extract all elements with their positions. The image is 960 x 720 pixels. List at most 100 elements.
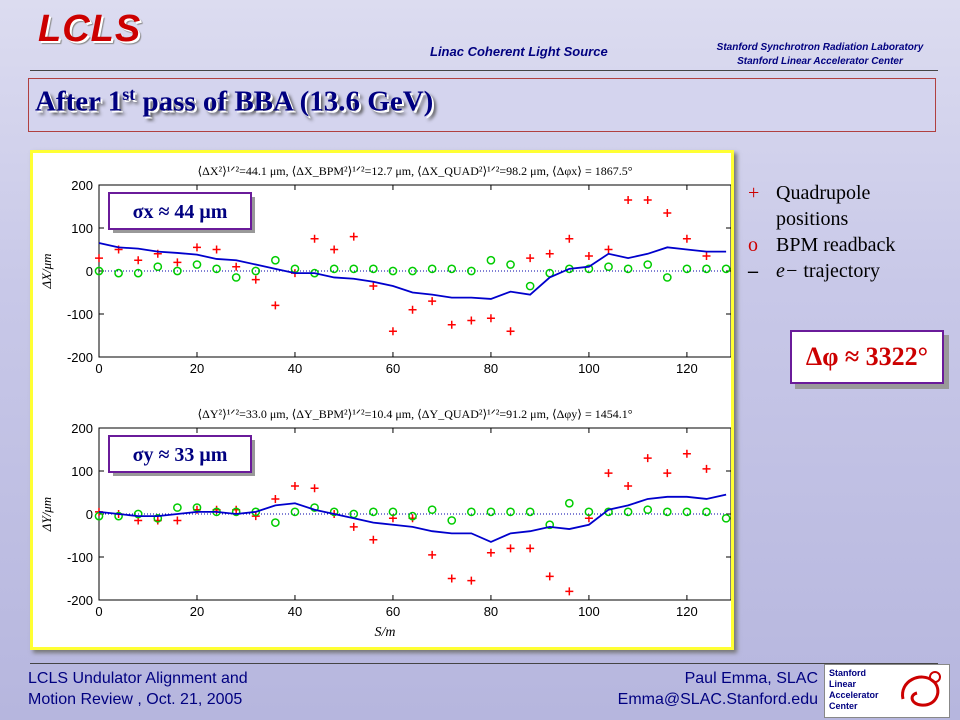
- plot-2-sigma-badge: σy ≈ 33 μm: [133, 444, 228, 466]
- plot-1-quad-point: [486, 314, 495, 323]
- plot-1-bpm-point: [584, 264, 594, 274]
- plot-1-bpm-point: [369, 264, 378, 274]
- plot-2-quad-point: [624, 482, 633, 491]
- lcls-logo: LCLS: [38, 8, 142, 50]
- footer-author-email[interactable]: Emma@SLAC.Stanford.edu: [617, 691, 818, 708]
- plot-1-bpm-point: [623, 264, 633, 274]
- plot-2-quad-point: [486, 548, 495, 557]
- plot-2-bpm-point: [271, 518, 280, 527]
- title-main: After 1: [35, 85, 123, 118]
- plot-2-quad-point: [702, 464, 711, 473]
- plot-1-ylabel: ΔX/μm: [39, 253, 54, 289]
- plot-2-trajectory-line: [98, 493, 727, 543]
- legend-traj-e: e−: [776, 260, 799, 282]
- slac-logo-line-4: Center: [829, 701, 858, 711]
- plot-1-ytick-label: 0: [86, 264, 93, 279]
- plot-2-quad-point: [428, 550, 437, 559]
- plot-1-bpm-point: [702, 264, 711, 274]
- footer-author: Paul Emma, SLAC Emma@SLAC.Stanford.edu: [560, 668, 818, 710]
- plot-2-xtick-label: 20: [190, 604, 204, 619]
- plot-2-bpm-point: [506, 507, 515, 517]
- plot-1-bpm-point: [486, 255, 496, 265]
- plot-2-xtick-label: 100: [578, 604, 600, 619]
- plot-1-sigma-badge: σx ≈ 44 μm: [133, 201, 228, 223]
- plot-2-bpm-point: [466, 507, 476, 517]
- legend-quad-label-2: positions: [776, 208, 849, 230]
- plot-1-quad-point: [702, 251, 711, 260]
- legend-quad-2: positions: [748, 206, 895, 232]
- plot-2-bpm-point: [310, 503, 319, 512]
- plot-2-bpm-point: [584, 507, 594, 517]
- plot-1-quad-point: [134, 256, 143, 265]
- header-subtitle: Linac Coherent Light Source: [430, 44, 608, 59]
- plot-1-ytick-label: -100: [67, 307, 93, 322]
- footer-event: LCLS Undulator Alignment and Motion Revi…: [28, 668, 248, 710]
- plot-1-quad-point: [251, 275, 260, 284]
- title-rest: pass of BBA (13.6 GeV): [135, 85, 434, 118]
- plot-2-bpm-point: [682, 507, 692, 517]
- plot-2-quad-point: [604, 469, 613, 478]
- plot-2-xtick-label: 0: [95, 604, 102, 619]
- plot-1-bpm-point: [643, 260, 653, 269]
- footer-divider: [30, 663, 938, 664]
- plot-2-bpm-point: [702, 507, 711, 517]
- plot-2-bpm-point: [369, 507, 378, 517]
- slac-logo-line-3: Accelerator: [829, 690, 879, 700]
- plot-2-bpm-point: [153, 513, 163, 523]
- plot-2-quad-point: [447, 574, 456, 583]
- plot-2-bpm-point: [662, 507, 672, 517]
- plot-1-bpm-point: [231, 273, 241, 282]
- plot-2-bpm-point: [545, 520, 555, 530]
- plot-1-bpm-point: [271, 255, 280, 265]
- plot-2-bpm-point: [408, 511, 417, 521]
- plot-1-quad-point: [467, 316, 476, 325]
- plot-1-quad-point: [428, 297, 437, 306]
- plot-2-bpm-point: [173, 503, 182, 512]
- plot-1-quad-point: [545, 249, 554, 258]
- plot-1-quad-point: [604, 245, 613, 254]
- plot-1-quad-point: [526, 254, 535, 263]
- plot-1-badge-box: [108, 192, 252, 230]
- plot-1-bpm-point: [94, 266, 104, 276]
- plot-2-header: ⟨ΔY²⟩¹ᐟ²=33.0 μm, ⟨ΔY_BPM²⟩¹ᐟ²=10.4 μm, …: [197, 407, 632, 421]
- plot-2-ytick-label: 200: [71, 421, 93, 436]
- plot-1-header: ⟨ΔX²⟩¹ᐟ²=44.1 μm, ⟨ΔX_BPM²⟩¹ᐟ²=12.7 μm, …: [197, 164, 632, 178]
- plot-2-quad-point: [506, 544, 515, 553]
- plot-1-quad-point: [192, 243, 201, 252]
- plot-2-badge-box: [108, 435, 252, 473]
- plot-1-quad-point: [643, 196, 652, 205]
- figure-panel: 0 20 40 60 80 100 120 -200 -100 0 100 200 ⟨ΔX²⟩¹ᐟ²=4…: [30, 150, 734, 650]
- plot-2-xtick-label: 80: [484, 604, 498, 619]
- legend-traj-label: trajectory: [798, 260, 880, 282]
- plot-2-quad-point: [369, 535, 378, 544]
- plot-1-xtick-label: 40: [288, 361, 302, 376]
- plot-2-quad-point: [682, 449, 691, 458]
- legend: + Quadrupole positions o BPM readback – e− …: [748, 180, 895, 284]
- plot-1-quad-point: [447, 320, 456, 329]
- header-institution: Stanford Synchrotron Radiation Laborator…: [700, 41, 940, 69]
- plot-1-quad-point: [663, 208, 672, 217]
- institution-line-1: Stanford Synchrotron Radiation Laborator…: [716, 42, 924, 53]
- plot-1-xtick-label: 100: [578, 361, 600, 376]
- plot-1-bpm-point: [212, 264, 221, 274]
- plot-1-quad-point: [173, 258, 182, 267]
- plot-2-quad-point: [349, 522, 358, 531]
- slide-title: After 1st pass of BBA (13.6 GeV): [35, 84, 433, 119]
- plot-1-xtick-label: 0: [95, 361, 102, 376]
- slac-logo-line-1: Stanford: [829, 668, 866, 678]
- plot-2-xtick-label: 60: [386, 604, 400, 619]
- slac-logo-line-2: Linear: [829, 679, 857, 689]
- line-icon: –: [748, 260, 758, 282]
- plot-2-xlabel: S/m: [375, 625, 396, 640]
- plot-1-bpm-point: [506, 260, 515, 269]
- legend-quad-label: Quadrupole: [776, 182, 871, 204]
- plot-1-ytick-label: -200: [67, 350, 93, 365]
- plot-2-ytick-label: -100: [67, 550, 93, 565]
- plot-1-ytick-label: 100: [71, 221, 93, 236]
- plot-1-quad-point: [95, 254, 103, 263]
- plot-1-bpm-point: [662, 273, 672, 282]
- plot-1-quad-point: [506, 327, 515, 336]
- plot-1-xtick-label: 60: [386, 361, 400, 376]
- plot-1-bpm-point: [427, 264, 437, 274]
- footer-event-line-2: Motion Review , Oct. 21, 2005: [28, 691, 243, 708]
